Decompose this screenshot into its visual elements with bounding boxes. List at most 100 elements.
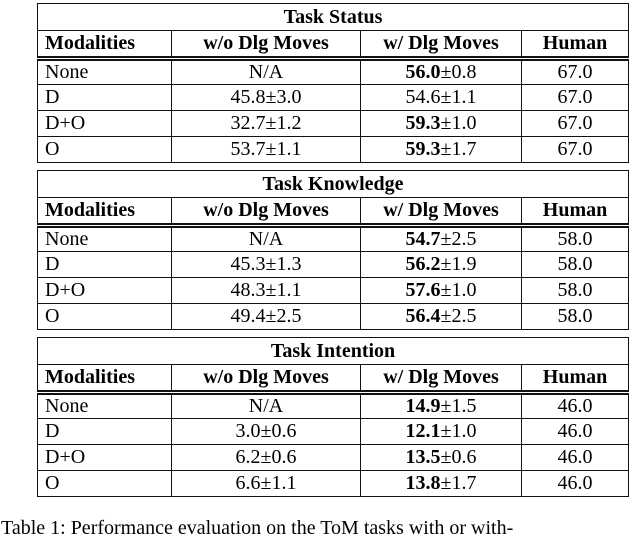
cell-without-dlg-moves: 6.2±0.6 xyxy=(171,444,361,471)
table-title: Task Intention xyxy=(36,337,630,365)
table-head: Task Intention Modalities w/o Dlg Moves w/ … xyxy=(36,337,630,395)
cell-modality: D+O xyxy=(37,110,172,137)
table-head: Task Status Modalities w/o Dlg Moves w/ Dlg… xyxy=(36,3,630,61)
with-dlg-pm: ±0.6 xyxy=(440,446,477,468)
with-dlg-pm: ±1.0 xyxy=(440,279,477,301)
table-row: O 6.6±1.1 13.8±1.7 46.0 xyxy=(37,470,630,497)
table-row: D 45.3±1.3 56.2±1.9 58.0 xyxy=(37,251,630,278)
cell-without-dlg-moves: N/A xyxy=(171,392,361,419)
table-row: D 45.8±3.0 54.6±1.1 67.0 xyxy=(37,84,630,111)
with-dlg-main: 56.4 xyxy=(405,305,441,327)
with-dlg-main: 57.6 xyxy=(405,279,441,301)
cell-with-dlg-moves: 12.1±1.0 xyxy=(360,418,522,445)
cell-human: 46.0 xyxy=(520,470,630,497)
cell-without-dlg-moves: 53.7±1.1 xyxy=(171,136,361,163)
with-dlg-pm: ±1.7 xyxy=(440,138,477,160)
with-dlg-main: 54.7 xyxy=(405,228,441,250)
with-dlg-main: 13.5 xyxy=(405,446,441,468)
header-row: Modalities w/o Dlg Moves w/ Dlg Moves Human xyxy=(37,364,630,395)
cell-with-dlg-moves: 13.8±1.7 xyxy=(360,470,522,497)
column-header: w/o Dlg Moves xyxy=(171,197,361,228)
cell-modality: None xyxy=(37,392,172,419)
with-dlg-pm: ±1.0 xyxy=(440,112,477,134)
cell-modality: O xyxy=(37,303,172,330)
column-header: Human xyxy=(520,30,630,61)
cell-human: 46.0 xyxy=(520,418,630,445)
column-header: Modalities xyxy=(37,197,172,228)
cell-with-dlg-moves: 13.5±0.6 xyxy=(360,444,522,471)
title-row: Task Intention xyxy=(36,337,630,365)
cell-human: 67.0 xyxy=(520,84,630,111)
with-dlg-pm: ±2.5 xyxy=(440,305,477,327)
column-header: w/ Dlg Moves xyxy=(360,30,522,61)
with-dlg-main: 12.1 xyxy=(405,420,441,442)
cell-human: 58.0 xyxy=(520,277,630,304)
table-row: D+O 6.2±0.6 13.5±0.6 46.0 xyxy=(37,444,630,471)
table-row: O 49.4±2.5 56.4±2.5 58.0 xyxy=(37,303,630,330)
title-row: Task Status xyxy=(36,3,630,31)
cell-with-dlg-moves: 59.3±1.7 xyxy=(360,136,522,163)
results-table: Task Status Modalities w/o Dlg Moves w/ Dlg… xyxy=(36,3,630,163)
column-header: Human xyxy=(520,364,630,395)
cell-human: 58.0 xyxy=(520,225,630,252)
column-header: w/o Dlg Moves xyxy=(171,364,361,395)
title-row: Task Knowledge xyxy=(36,170,630,198)
table-title: Task Knowledge xyxy=(36,170,630,198)
cell-modality: None xyxy=(37,225,172,252)
with-dlg-main: 56.0 xyxy=(405,61,441,83)
cell-human: 67.0 xyxy=(520,58,630,85)
with-dlg-pm: ±1.5 xyxy=(440,395,477,417)
with-dlg-main: 56.2 xyxy=(405,253,441,275)
cell-with-dlg-moves: 56.2±1.9 xyxy=(360,251,522,278)
table-head: Task Knowledge Modalities w/o Dlg Moves w/ … xyxy=(36,170,630,228)
cell-human: 58.0 xyxy=(520,251,630,278)
with-dlg-main: 14.9 xyxy=(405,395,441,417)
table-row: None N/A 14.9±1.5 46.0 xyxy=(37,392,630,419)
cell-with-dlg-moves: 56.4±2.5 xyxy=(360,303,522,330)
column-header: w/ Dlg Moves xyxy=(360,364,522,395)
cell-human: 46.0 xyxy=(520,444,630,471)
with-dlg-main: 59.3 xyxy=(405,138,441,160)
cell-human: 67.0 xyxy=(520,136,630,163)
cell-modality: O xyxy=(37,136,172,163)
cell-with-dlg-moves: 57.6±1.0 xyxy=(360,277,522,304)
column-header: Modalities xyxy=(37,30,172,61)
cell-without-dlg-moves: 49.4±2.5 xyxy=(171,303,361,330)
table-title: Task Status xyxy=(36,3,630,31)
cell-modality: D+O xyxy=(37,444,172,471)
cell-without-dlg-moves: 6.6±1.1 xyxy=(171,470,361,497)
tables-stack: Task Status Modalities w/o Dlg Moves w/ Dlg… xyxy=(36,3,630,504)
cell-with-dlg-moves: 14.9±1.5 xyxy=(360,392,522,419)
results-table: Task Knowledge Modalities w/o Dlg Moves w/ … xyxy=(36,170,630,330)
cell-human: 67.0 xyxy=(520,110,630,137)
cell-modality: None xyxy=(37,58,172,85)
with-dlg-main: 54.6 xyxy=(405,86,441,108)
column-header: Human xyxy=(520,197,630,228)
cell-without-dlg-moves: 45.3±1.3 xyxy=(171,251,361,278)
cell-modality: D xyxy=(37,251,172,278)
with-dlg-main: 59.3 xyxy=(405,112,441,134)
cell-with-dlg-moves: 54.6±1.1 xyxy=(360,84,522,111)
with-dlg-main: 13.8 xyxy=(405,472,441,494)
table-row: O 53.7±1.1 59.3±1.7 67.0 xyxy=(37,136,630,163)
table-body: None N/A 14.9±1.5 46.0 D 3.0±0.6 12.1±1.0 46.0 D… xyxy=(37,392,630,497)
with-dlg-pm: ±0.8 xyxy=(440,61,477,83)
header-row: Modalities w/o Dlg Moves w/ Dlg Moves Human xyxy=(37,197,630,228)
with-dlg-pm: ±1.9 xyxy=(440,253,477,275)
table-caption: Table 1: Performance evaluation on the T… xyxy=(1,517,514,539)
cell-modality: D xyxy=(37,84,172,111)
column-header: w/o Dlg Moves xyxy=(171,30,361,61)
table-row: None N/A 54.7±2.5 58.0 xyxy=(37,225,630,252)
cell-with-dlg-moves: 59.3±1.0 xyxy=(360,110,522,137)
table-row: None N/A 56.0±0.8 67.0 xyxy=(37,58,630,85)
cell-without-dlg-moves: 32.7±1.2 xyxy=(171,110,361,137)
cell-modality: O xyxy=(37,470,172,497)
table-row: D+O 32.7±1.2 59.3±1.0 67.0 xyxy=(37,110,630,137)
cell-with-dlg-moves: 56.0±0.8 xyxy=(360,58,522,85)
table-row: D 3.0±0.6 12.1±1.0 46.0 xyxy=(37,418,630,445)
cell-modality: D xyxy=(37,418,172,445)
with-dlg-pm: ±1.0 xyxy=(440,420,477,442)
cell-with-dlg-moves: 54.7±2.5 xyxy=(360,225,522,252)
cell-human: 46.0 xyxy=(520,392,630,419)
table-body: None N/A 54.7±2.5 58.0 D 45.3±1.3 56.2±1.9 58.0… xyxy=(37,225,630,330)
